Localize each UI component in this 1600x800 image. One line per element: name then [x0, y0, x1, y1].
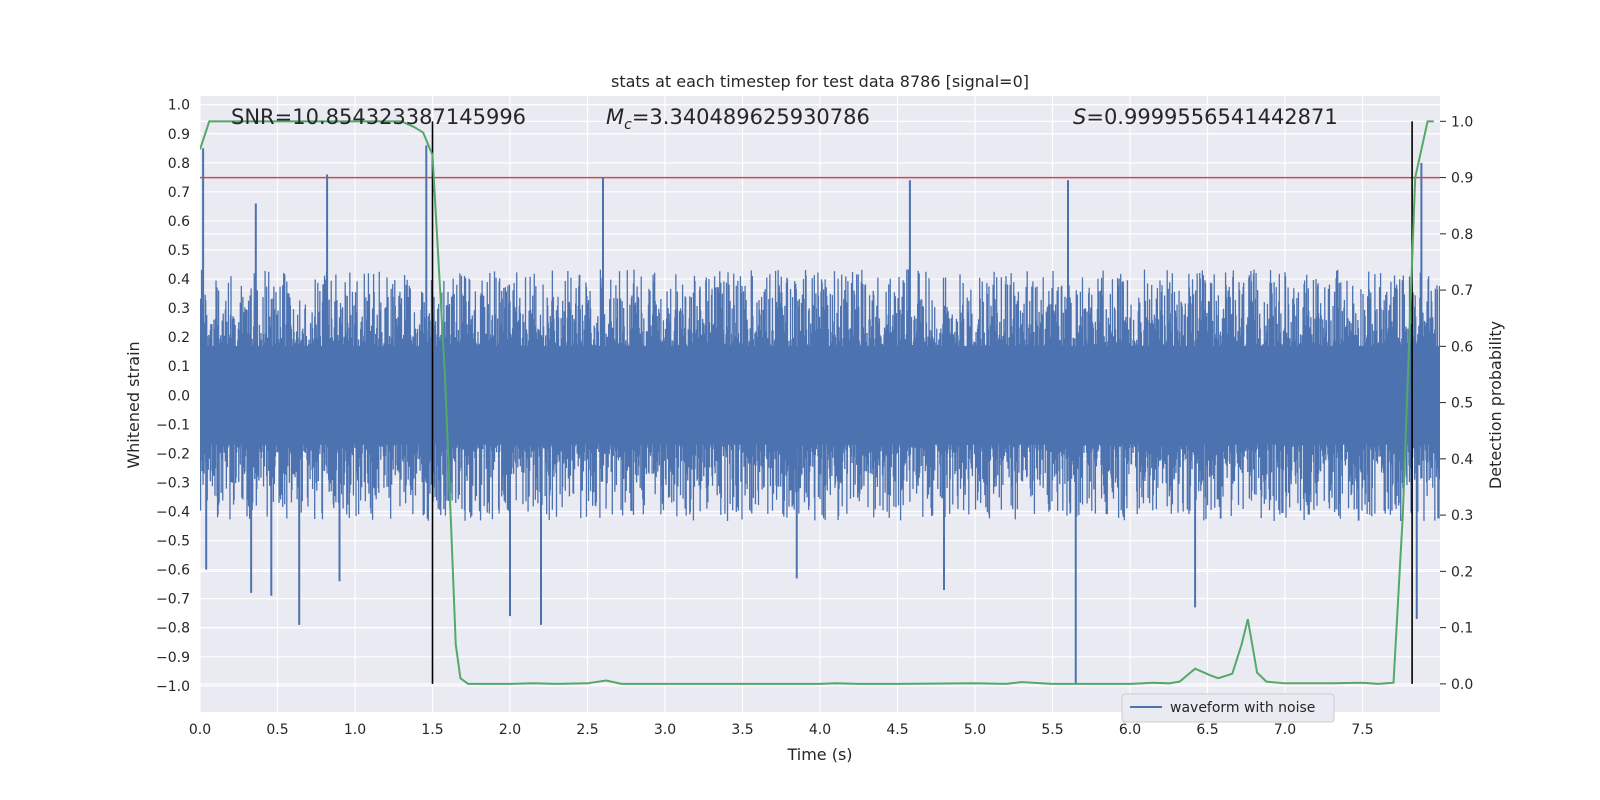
legend: waveform with noise — [1121, 693, 1335, 723]
s-symbol: S — [1073, 105, 1086, 129]
x-tick-label: 1.5 — [421, 722, 443, 738]
chirp-mass-subscript: c — [624, 117, 632, 133]
y2-tick-label: 0.5 — [1451, 396, 1473, 412]
y-tick-label: 0.4 — [168, 272, 190, 288]
waveform-series — [200, 145, 1440, 683]
y2-tick-label: 0.7 — [1451, 283, 1473, 299]
y-tick-label: 0.0 — [168, 388, 190, 404]
x-tick-labels: 0.0 0.5 1.0 1.5 2.0 2.5 3.0 3.5 4.0 4.5 5.0 5.5 6.0 6… — [189, 722, 1374, 738]
chirp-mass-value: =3.340489625930786 — [632, 105, 870, 129]
x-tick-label: 2.0 — [499, 722, 521, 738]
legend-box — [1121, 693, 1335, 723]
y2-tick-label: 0.3 — [1451, 508, 1473, 524]
x-tick-label: 3.5 — [731, 722, 753, 738]
s-value: =0.9999556541442871 — [1086, 105, 1337, 129]
y-tick-label: −0.4 — [156, 505, 190, 521]
legend-entry: waveform with noise — [1170, 700, 1315, 716]
y2-tick-label: 0.9 — [1451, 171, 1473, 187]
x-axis-label: Time (s) — [786, 745, 852, 764]
detection-probability-line — [200, 120, 1434, 685]
y2-axis-label: Detection probability — [1486, 321, 1505, 489]
y-tick-label: 0.6 — [168, 214, 190, 230]
snr-annotation: SNR=10.854323387145996 — [231, 105, 526, 129]
x-tick-label: 3.0 — [654, 722, 676, 738]
y2-tick-label: 0.6 — [1451, 339, 1473, 355]
y2-tick-label: 0.2 — [1451, 564, 1473, 580]
waveform-core-band — [200, 345, 1440, 445]
y-tick-label: 0.5 — [168, 243, 190, 259]
x-tick-label: 1.0 — [344, 722, 366, 738]
x-tick-label: 0.5 — [266, 722, 288, 738]
y2-tick-label: 0.4 — [1451, 452, 1473, 468]
y-tick-label: 1.0 — [168, 98, 190, 114]
y2-tick-label: 0.1 — [1451, 621, 1473, 637]
x-tick-label: 4.0 — [809, 722, 831, 738]
y-tick-label: −1.0 — [156, 679, 190, 695]
x-tick-label: 5.5 — [1041, 722, 1063, 738]
chirp-mass-annotation: Mc=3.340489625930786 — [606, 105, 870, 133]
y-tick-label: −0.5 — [156, 534, 190, 550]
y-tick-label: 0.8 — [168, 156, 190, 172]
y2-tick-label: 1.0 — [1451, 114, 1473, 130]
y-tick-label: −0.8 — [156, 621, 190, 637]
y2-tick-labels: 1.0 0.9 0.8 0.7 0.6 0.5 0.4 0.3 0.2 0.1 0.0 — [1440, 114, 1473, 693]
y2-tick-label: 0.0 — [1451, 677, 1473, 693]
x-tick-label: 7.0 — [1274, 722, 1296, 738]
vertical-lines — [431, 121, 1413, 684]
y2-tick-label: 0.8 — [1451, 227, 1473, 243]
y-tick-label: 0.9 — [168, 127, 190, 143]
y-tick-label: −0.6 — [156, 563, 190, 579]
y-tick-label: 0.3 — [168, 301, 190, 317]
y-tick-label: −0.2 — [156, 446, 190, 462]
y-tick-label: −0.1 — [156, 417, 190, 433]
x-tick-label: 5.0 — [964, 722, 986, 738]
x-tick-label: 7.5 — [1351, 722, 1373, 738]
x-tick-label: 6.5 — [1196, 722, 1218, 738]
y-axis-label: Whitened strain — [124, 341, 143, 468]
chirp-mass-symbol: M — [606, 105, 624, 129]
y-tick-label: −0.7 — [156, 592, 190, 608]
x-tick-label: 0.0 — [189, 722, 211, 738]
x-tick-label: 4.5 — [886, 722, 908, 738]
y-tick-label: 0.2 — [168, 330, 190, 346]
x-tick-label: 6.0 — [1119, 722, 1141, 738]
y-tick-labels: 1.0 0.9 0.8 0.7 0.6 0.5 0.4 0.3 0.2 0.1 0.0 −0.1 −0.… — [156, 98, 190, 695]
y-tick-label: 0.1 — [168, 359, 190, 375]
y-tick-label: 0.7 — [168, 185, 190, 201]
s-annotation: S=0.9999556541442871 — [1073, 105, 1338, 129]
chart-title: stats at each timestep for test data 878… — [611, 72, 1029, 91]
y-tick-label: −0.9 — [156, 650, 190, 666]
y-tick-label: −0.3 — [156, 475, 190, 491]
x-tick-label: 2.5 — [576, 722, 598, 738]
